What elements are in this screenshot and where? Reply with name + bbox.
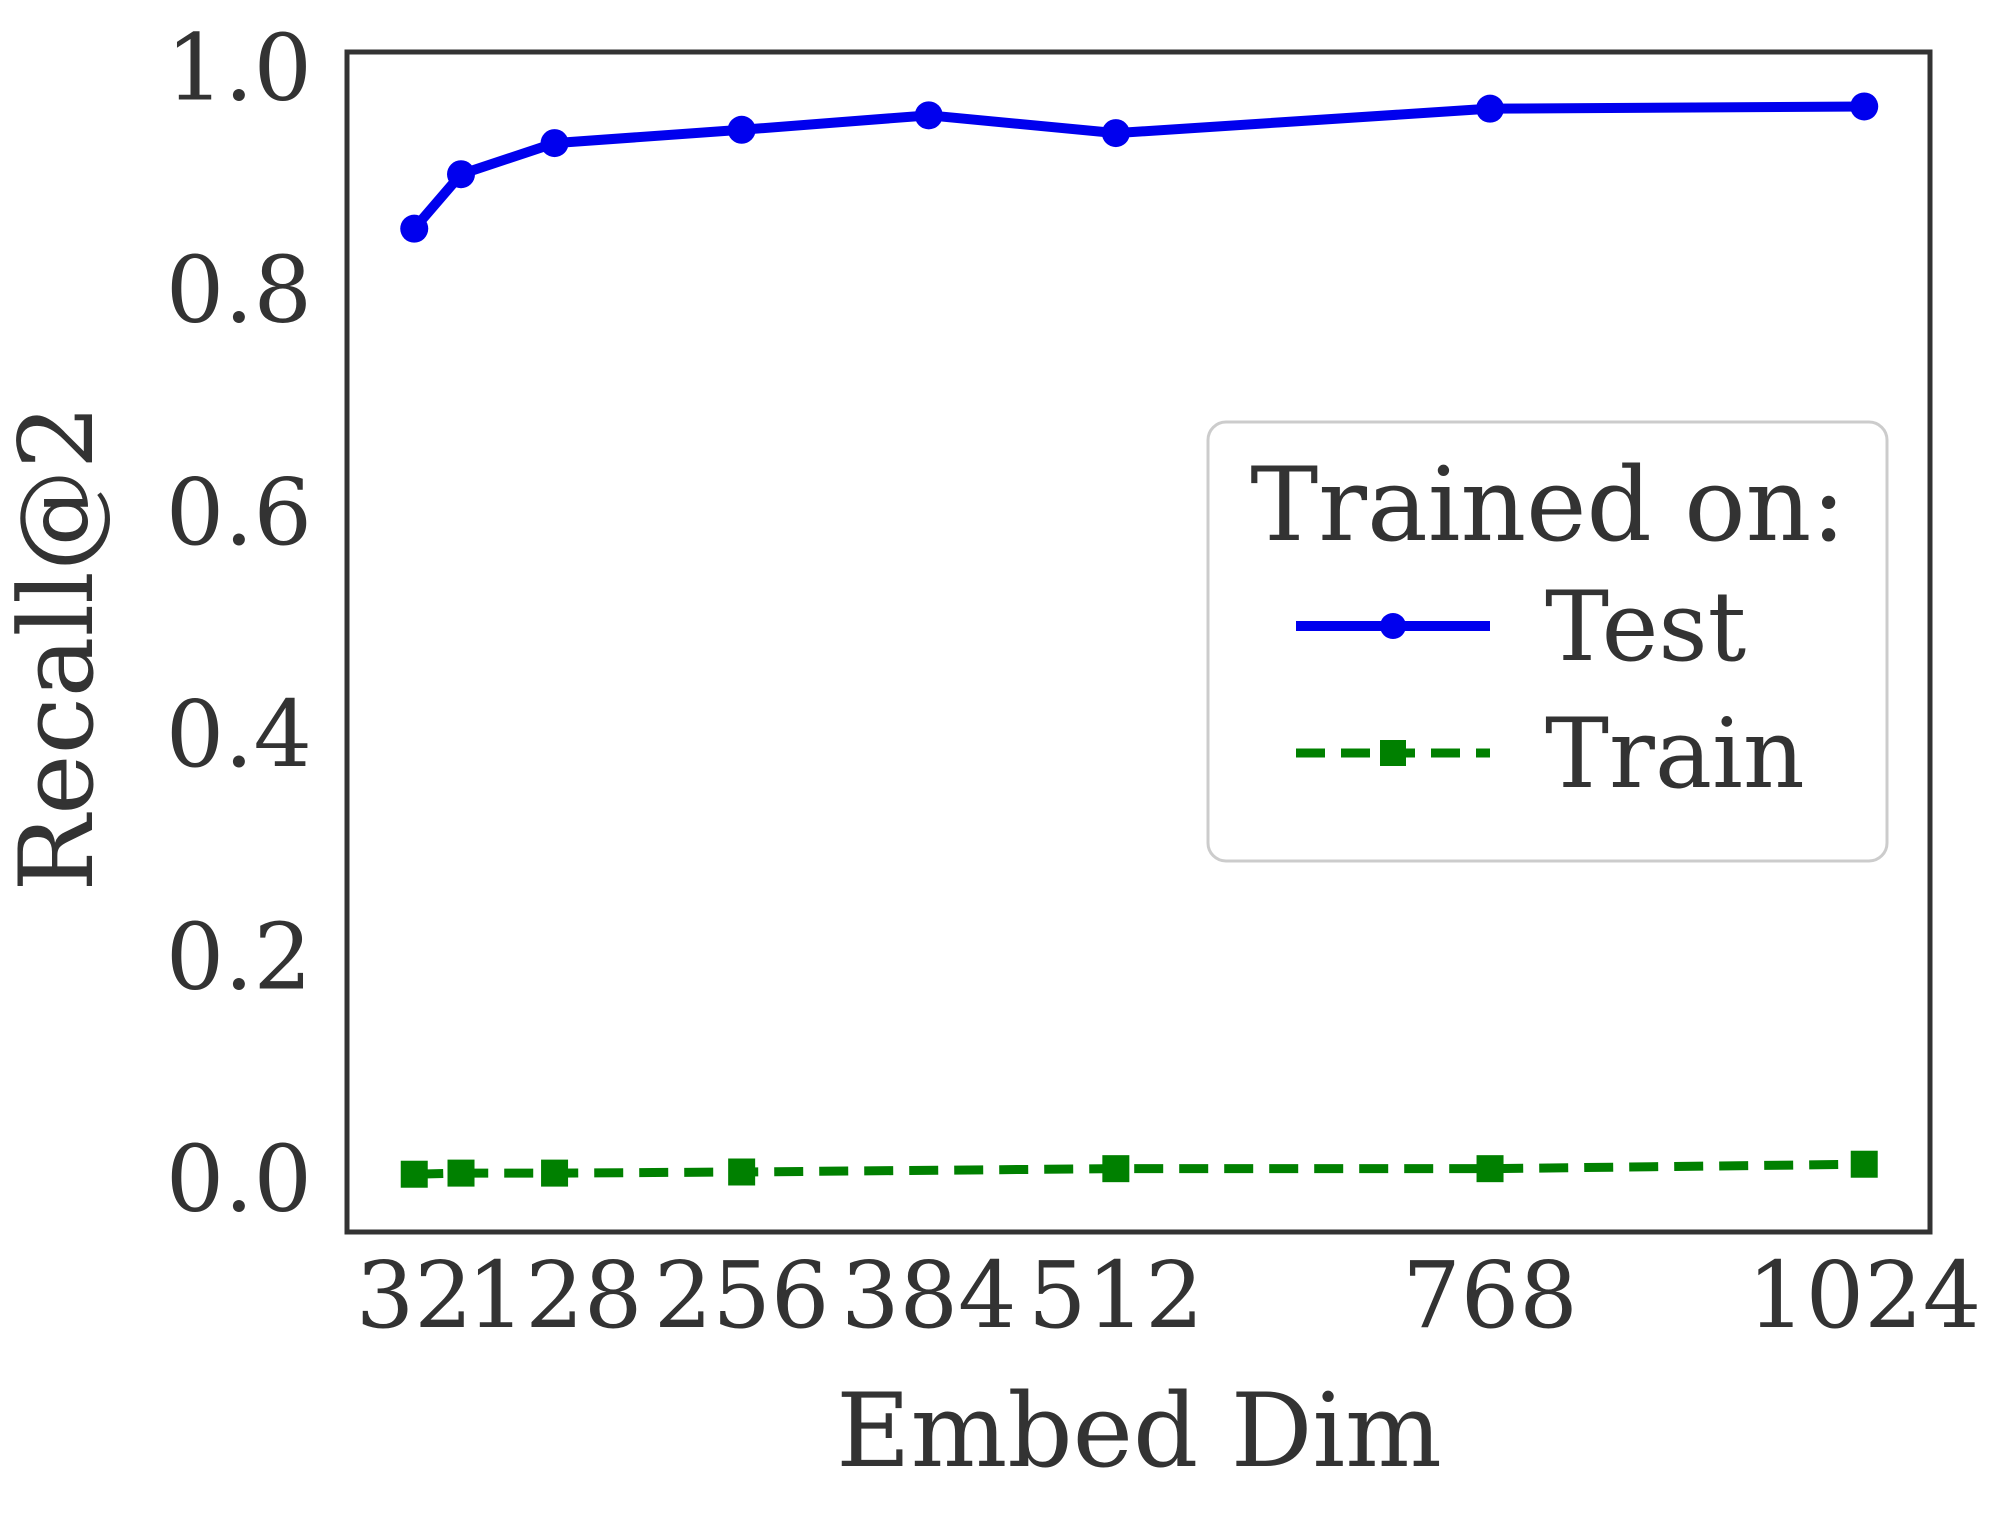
- legend-test-marker: [1380, 613, 1406, 639]
- legend: Trained on: Test Train: [1206, 420, 1889, 863]
- x-tick-label: 768: [1402, 1242, 1578, 1349]
- x-tick-label: 256: [654, 1242, 830, 1349]
- plot-border: [344, 49, 1933, 1235]
- legend-train-label: Train: [1545, 698, 1805, 810]
- y-tick-label: 0.6: [166, 459, 312, 566]
- x-tick-label: 384: [841, 1242, 1017, 1349]
- legend-train-marker: [1380, 740, 1406, 766]
- test-line: [410, 101, 1865, 232]
- test-point: [727, 115, 756, 144]
- legend-frame: [1206, 420, 1889, 863]
- y-tick-label: 0.4: [166, 681, 312, 788]
- test-point: [1101, 119, 1130, 148]
- test-point: [400, 214, 429, 243]
- train-point: [1102, 1155, 1130, 1183]
- x-tick-label: 32: [356, 1242, 473, 1349]
- train-point: [1476, 1155, 1504, 1183]
- test-point: [447, 160, 476, 189]
- x-tick-label: 512: [1028, 1242, 1204, 1349]
- y-tick-label: 1.0: [166, 14, 312, 121]
- test-point: [540, 129, 569, 158]
- legend-entry-test: Test: [1296, 571, 1746, 683]
- legend-test-label: Test: [1545, 571, 1746, 683]
- series-layer: [400, 92, 1879, 1188]
- y-tick-label: 0.0: [166, 1126, 312, 1233]
- y-tick-label: 0.8: [166, 237, 312, 344]
- legend-entry-train: Train: [1296, 698, 1805, 810]
- train-line: [414, 1159, 1865, 1179]
- y-axis-title: Recall@2: [0, 404, 117, 891]
- legend-title: Trained on:: [1250, 446, 1845, 565]
- train-point: [541, 1159, 569, 1187]
- train-point: [447, 1159, 475, 1187]
- train-point: [728, 1158, 756, 1186]
- y-tick-label: 0.2: [166, 903, 312, 1010]
- x-axis-title: Embed Dim: [836, 1372, 1442, 1491]
- test-point: [1850, 92, 1879, 121]
- x-tick-label: 128: [467, 1242, 643, 1349]
- test-point: [1476, 94, 1505, 123]
- test-point: [914, 101, 943, 130]
- train-point: [1850, 1150, 1878, 1178]
- train-point: [400, 1160, 428, 1188]
- x-tick-label: 1024: [1747, 1242, 1981, 1349]
